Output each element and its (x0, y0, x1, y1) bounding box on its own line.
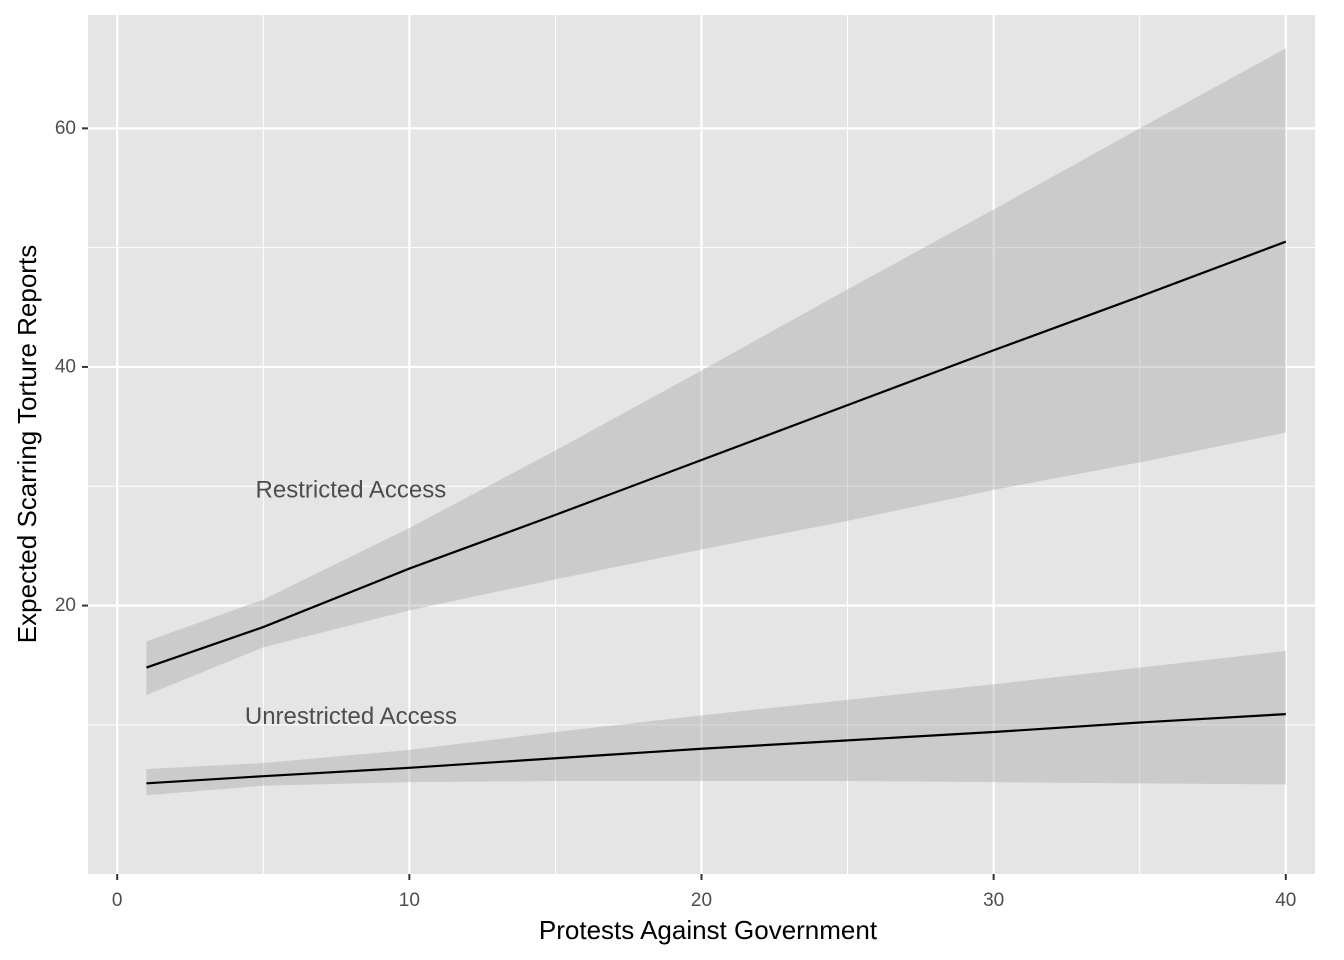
confidence-ribbons (146, 48, 1286, 796)
series-lines (146, 240, 1287, 785)
line-unrestricted-access (146, 713, 1286, 785)
x-tick-label: 20 (691, 890, 712, 911)
ribbon-unrestricted-access (146, 650, 1286, 796)
major-gridlines (88, 15, 1315, 874)
x-axis: 0 10 20 30 40 (112, 874, 1296, 911)
x-tick-label: 40 (1275, 890, 1296, 911)
x-tick-label: 10 (399, 890, 420, 911)
y-tick-label: 20 (55, 595, 76, 616)
annotation-label: Restricted Access (256, 476, 447, 503)
y-tick-label: 60 (55, 118, 76, 139)
y-tick-label: 40 (55, 356, 76, 377)
annotation-label: Unrestricted Access (245, 703, 457, 730)
y-axis: 20 40 60 (55, 118, 88, 616)
ribbon-restricted-access (146, 48, 1286, 696)
x-axis-title: Protests Against Government (539, 915, 878, 945)
line-restricted-access (146, 240, 1287, 669)
y-axis-title: Expected Scarring Torture Reports (12, 245, 42, 643)
series-annotations: Restricted Access Unrestricted Access (245, 476, 457, 730)
x-tick-label: 0 (112, 890, 123, 911)
x-tick-label: 30 (983, 890, 1004, 911)
